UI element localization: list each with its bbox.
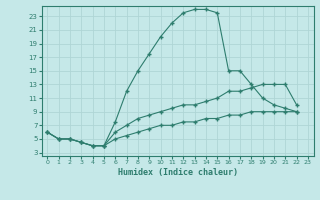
X-axis label: Humidex (Indice chaleur): Humidex (Indice chaleur) xyxy=(118,168,237,177)
